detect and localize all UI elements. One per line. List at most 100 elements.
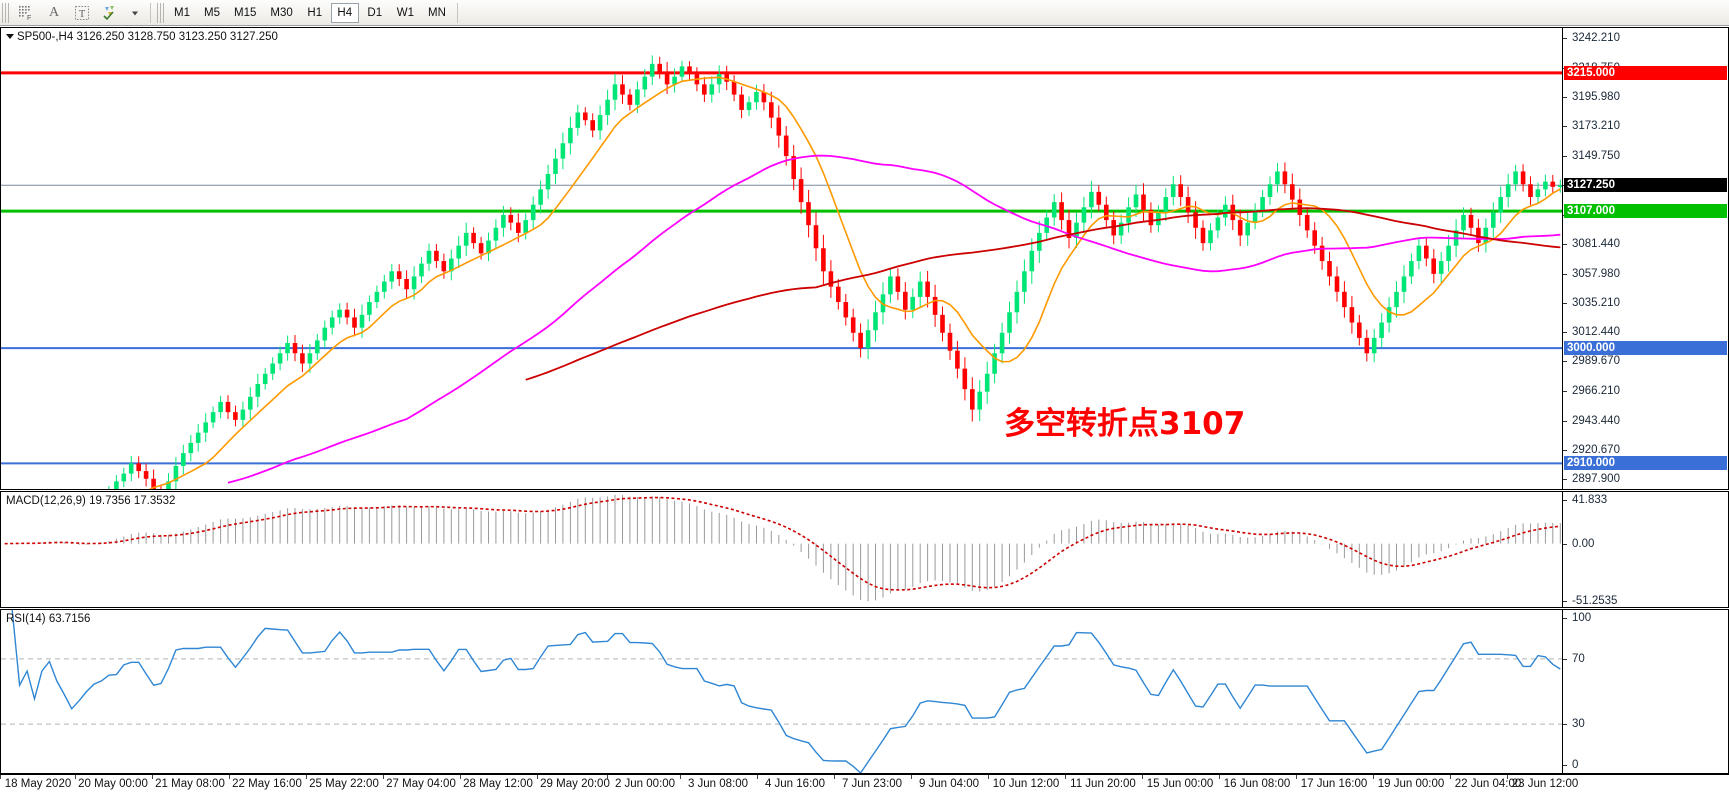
price-level-tag-pivot[interactable]: 3107.000 — [1564, 204, 1727, 219]
time-axis-mark — [537, 775, 538, 779]
time-axis-mark — [1219, 775, 1220, 779]
price-level-tag-resistance[interactable]: 3215.000 — [1564, 65, 1727, 80]
timeframe-m30[interactable]: M30 — [270, 6, 293, 19]
price-axis[interactable]: 3242.210 3195.980 3173.210 3149.750 3127.250… — [1562, 28, 1728, 489]
time-axis-mark — [152, 775, 153, 779]
crosshair-f-icon[interactable]: F — [13, 2, 39, 24]
macd-axis[interactable]: 41.833 0.00 -51.2535 — [1562, 492, 1728, 607]
macd-plot-area[interactable] — [1, 492, 1562, 607]
rsi-axis-tick: 30 — [1563, 718, 1585, 730]
rsi-axis[interactable]: 100 70 30 0 — [1562, 610, 1728, 773]
time-axis-label: 3 Jun 08:00 — [687, 778, 749, 790]
time-axis-label: 25 May 22:00 — [309, 778, 379, 790]
price-axis-tick: 2989.670 — [1563, 355, 1620, 367]
toolbar-separator-2 — [456, 2, 458, 23]
time-axis-mark — [306, 775, 307, 779]
objects-list-icon[interactable] — [97, 2, 123, 24]
toolbar-grip[interactable] — [2, 2, 11, 23]
rsi-series — [1, 610, 1562, 773]
macd-axis-tick: 0.00 — [1563, 538, 1594, 550]
time-axis-label: 2 Jun 00:00 — [614, 778, 676, 790]
time-axis-mark — [229, 775, 230, 779]
time-axis-mark — [460, 775, 461, 779]
macd-axis-tick: -51.2535 — [1563, 595, 1617, 607]
time-axis-mark — [383, 775, 384, 779]
price-axis-tick: 2943.440 — [1563, 415, 1620, 427]
time-axis-mark — [834, 775, 835, 779]
rsi-plot-area[interactable] — [1, 610, 1562, 773]
timeframe-m15[interactable]: M15 — [234, 6, 257, 19]
time-axis-label: 20 May 00:00 — [78, 778, 148, 790]
time-axis-label: 10 Jun 12:00 — [992, 778, 1060, 790]
time-axis-label: 4 Jun 16:00 — [764, 778, 826, 790]
time-axis-label: 22 May 16:00 — [232, 778, 302, 790]
time-axis-label: 17 Jun 16:00 — [1300, 778, 1368, 790]
candlestick-series — [1, 55, 1562, 489]
price-axis-tick: 3081.440 — [1563, 238, 1620, 250]
text-label-a-icon[interactable]: A — [48, 4, 60, 20]
price-level-tag-support[interactable]: 2910.000 — [1564, 456, 1727, 471]
time-axis-label: 23 Jun 12:00 — [1511, 778, 1579, 790]
svg-text:F: F — [27, 15, 31, 21]
rsi-axis-tick: 70 — [1563, 653, 1585, 665]
timeframe-h4[interactable]: H4 — [330, 2, 359, 23]
time-axis-label: 9 Jun 04:00 — [918, 778, 980, 790]
time-axis-label: 27 May 04:00 — [386, 778, 456, 790]
time-axis-label: 19 Jun 00:00 — [1377, 778, 1445, 790]
macd-panel[interactable]: MACD(12,26,9) 19.7356 17.3532 41.833 0.00… — [0, 491, 1729, 608]
time-axis-mark — [988, 775, 989, 779]
timeframe-mn[interactable]: MN — [428, 6, 446, 19]
price-axis-tick: 2920.670 — [1563, 444, 1620, 456]
time-axis-label: 29 May 20:00 — [540, 778, 610, 790]
time-axis-mark — [911, 775, 912, 779]
time-axis-label: 15 Jun 00:00 — [1146, 778, 1214, 790]
time-axis-mark — [607, 775, 608, 779]
timeframe-h1[interactable]: H1 — [307, 6, 323, 19]
time-axis-mark — [1507, 775, 1508, 779]
price-axis-tick: 3149.750 — [1563, 150, 1620, 162]
chevron-down-icon[interactable] — [125, 2, 145, 24]
time-axis-label: 21 May 08:00 — [155, 778, 225, 790]
time-axis-mark — [1142, 775, 1143, 779]
symbol-ohlc-text: SP500-,H4 3126.250 3128.750 3123.250 312… — [17, 31, 278, 43]
timeframe-w1[interactable]: W1 — [396, 6, 414, 19]
price-axis-tick: 3242.210 — [1563, 32, 1620, 44]
price-chart-panel[interactable]: SP500-,H4 3126.250 3128.750 3123.250 312… — [0, 27, 1729, 490]
time-axis-mark — [0, 775, 1, 779]
price-plot-area[interactable] — [1, 28, 1562, 489]
price-axis-tick: 3173.210 — [1563, 120, 1620, 132]
price-axis-tick: 3012.440 — [1563, 326, 1620, 338]
time-axis-mark — [75, 775, 76, 779]
time-axis-label: 7 Jun 23:00 — [841, 778, 903, 790]
rsi-label: RSI(14) 63.7156 — [6, 613, 91, 625]
time-axis-label: 18 May 2020 — [4, 778, 72, 790]
macd-label: MACD(12,26,9) 19.7356 17.3532 — [6, 495, 176, 507]
timeframe-m1[interactable]: M1 — [174, 6, 190, 19]
macd-axis-tick: 41.833 — [1563, 494, 1607, 506]
chart-text-annotation[interactable]: 多空转折点3107 — [1004, 406, 1246, 442]
time-axis-mark — [1065, 775, 1066, 779]
price-axis-tick: 2897.900 — [1563, 473, 1620, 485]
timeframe-m5[interactable]: M5 — [204, 6, 220, 19]
svg-text:T: T — [79, 9, 85, 20]
toolbar-separator — [150, 2, 151, 23]
price-axis-tick: 2966.210 — [1563, 385, 1620, 397]
text-box-icon[interactable]: T — [69, 2, 95, 24]
timeframe-grip[interactable] — [157, 2, 166, 23]
time-axis-label: 16 Jun 08:00 — [1223, 778, 1291, 790]
time-axis-mark — [680, 775, 681, 779]
main-toolbar: F A T M1 M5 M15 M30 H1 — [0, 0, 1729, 26]
collapse-caret-icon[interactable] — [6, 34, 14, 40]
price-level-tag-current[interactable]: 3127.250 — [1564, 178, 1727, 193]
timeframe-d1[interactable]: D1 — [367, 6, 383, 19]
symbol-ohlc-label: SP500-,H4 3126.250 3128.750 3123.250 312… — [6, 31, 278, 43]
price-axis-tick: 3035.210 — [1563, 297, 1620, 309]
price-axis-tick: 3195.980 — [1563, 91, 1620, 103]
time-axis-mark — [757, 775, 758, 779]
rsi-panel[interactable]: RSI(14) 63.7156 100 70 30 0 — [0, 609, 1729, 774]
time-axis-label: 28 May 12:00 — [463, 778, 533, 790]
price-level-tag-support[interactable]: 3000.000 — [1564, 341, 1727, 356]
time-axis-label: 11 Jun 20:00 — [1070, 778, 1136, 790]
time-axis[interactable]: 18 May 2020 20 May 00:00 21 May 08:00 22 Ma… — [0, 774, 1729, 797]
time-axis-mark — [1450, 775, 1451, 779]
